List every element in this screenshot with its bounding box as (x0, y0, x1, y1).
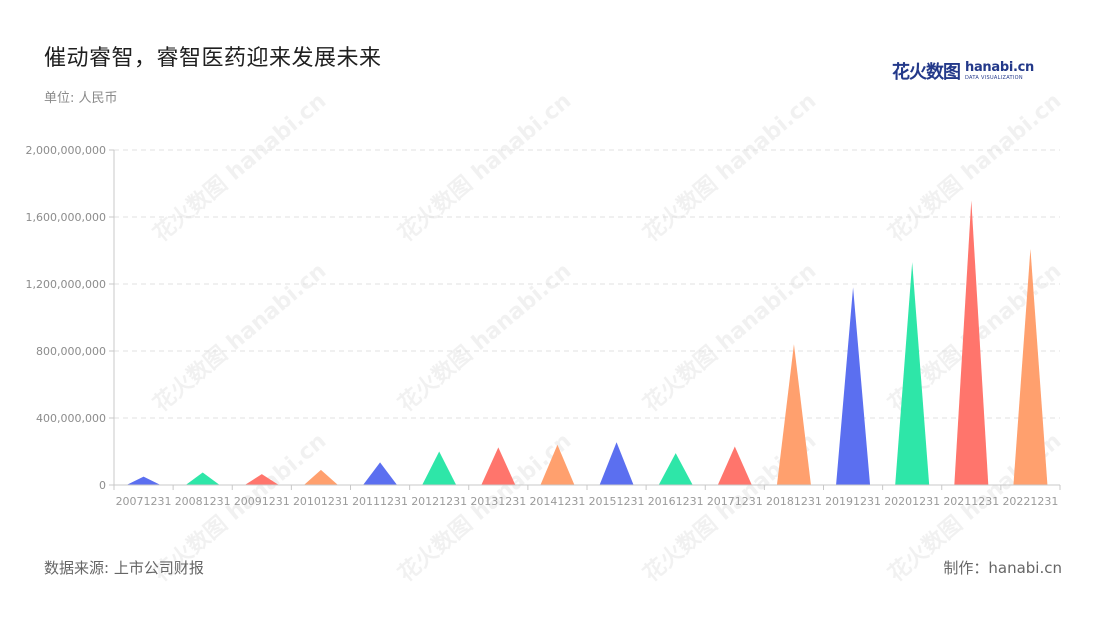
bar-20181231 (776, 344, 811, 485)
x-tick-label: 20081231 (175, 495, 231, 508)
bar-20121231 (422, 451, 457, 485)
x-tick-label: 20101231 (293, 495, 349, 508)
bar-20081231 (185, 472, 220, 485)
credit-label: 制作：hanabi.cn (943, 559, 1062, 577)
x-tick-label: 20181231 (766, 495, 822, 508)
x-tick-label: 20211231 (943, 495, 999, 508)
y-tick-label: 1,200,000,000 (26, 278, 106, 291)
y-tick-label: 400,000,000 (36, 412, 106, 425)
x-tick-label: 20131231 (470, 495, 526, 508)
unit-label: 单位: 人民币 (44, 91, 118, 106)
x-tick-label: 20121231 (411, 495, 467, 508)
x-tick-label: 20171231 (707, 495, 763, 508)
bar-20071231 (126, 476, 161, 485)
bar-20111231 (363, 462, 398, 485)
bar-20171231 (717, 446, 752, 485)
x-tick-label: 20191231 (825, 495, 881, 508)
x-tick-label: 20111231 (352, 495, 408, 508)
x-tick-label: 20201231 (884, 495, 940, 508)
bar-20151231 (599, 442, 634, 485)
bar-20131231 (481, 447, 516, 485)
x-axis: 20071231 20081231 20091231 20101231 20111231… (113, 484, 1061, 508)
bar-20201231 (895, 262, 930, 485)
bar-20211231 (954, 200, 989, 485)
logo-en-block: hanabi.cn DATA VISUALIZATION (965, 61, 1034, 81)
y-tick-label: 1,600,000,000 (26, 211, 106, 224)
bar-20221231 (1013, 248, 1048, 485)
chart-title: 催动睿智，睿智医药迎来发展未来 (44, 46, 382, 71)
x-tick-label: 20071231 (116, 495, 172, 508)
data-source: 数据来源: 上市公司财报 (44, 559, 204, 577)
x-tick-label: 20151231 (589, 495, 645, 508)
y-tick-label: 800,000,000 (36, 345, 106, 358)
x-tick-label: 20221231 (1002, 495, 1058, 508)
x-tick-label: 20091231 (234, 495, 290, 508)
logo-cn-text: 花火数图 (892, 62, 961, 83)
y-axis: 0 400,000,000 800,000,000 1,200,000,000 1,60… (26, 144, 115, 492)
bar-20101231 (303, 469, 338, 485)
logo-tagline: DATA VISUALIZATION (965, 75, 1023, 81)
bar-20141231 (540, 444, 575, 485)
bar-20091231 (244, 474, 279, 485)
x-tick-label: 20161231 (648, 495, 704, 508)
x-tick-label: 20141231 (529, 495, 585, 508)
bars-group (126, 200, 1048, 485)
brand-logo: 花火数图 hanabi.cn DATA VISUALIZATION (892, 58, 1034, 84)
grid-lines (114, 149, 1060, 419)
bar-20161231 (658, 453, 693, 485)
logo-en-text: hanabi.cn (965, 60, 1035, 75)
y-tick-label: 0 (99, 479, 106, 492)
y-tick-label: 2,000,000,000 (26, 144, 106, 157)
bar-20191231 (836, 287, 871, 485)
